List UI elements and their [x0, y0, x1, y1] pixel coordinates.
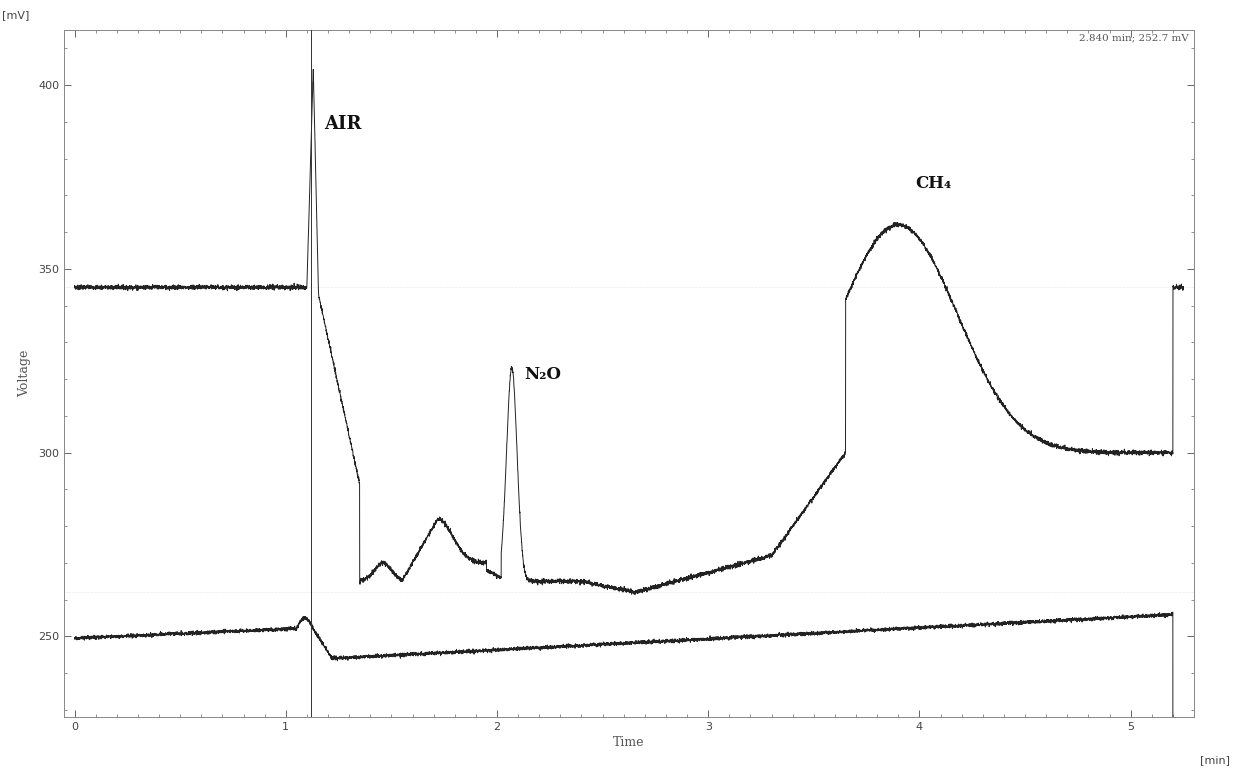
- Text: [min]: [min]: [1200, 755, 1230, 765]
- Text: N₂O: N₂O: [525, 366, 562, 383]
- X-axis label: Time: Time: [614, 736, 645, 749]
- Text: CH₄: CH₄: [915, 175, 951, 192]
- Text: [mV]: [mV]: [1, 10, 30, 20]
- Text: AIR: AIR: [324, 115, 361, 133]
- Text: 2.840 min; 252.7 mV: 2.840 min; 252.7 mV: [1079, 33, 1188, 42]
- Y-axis label: Voltage: Voltage: [19, 350, 31, 397]
